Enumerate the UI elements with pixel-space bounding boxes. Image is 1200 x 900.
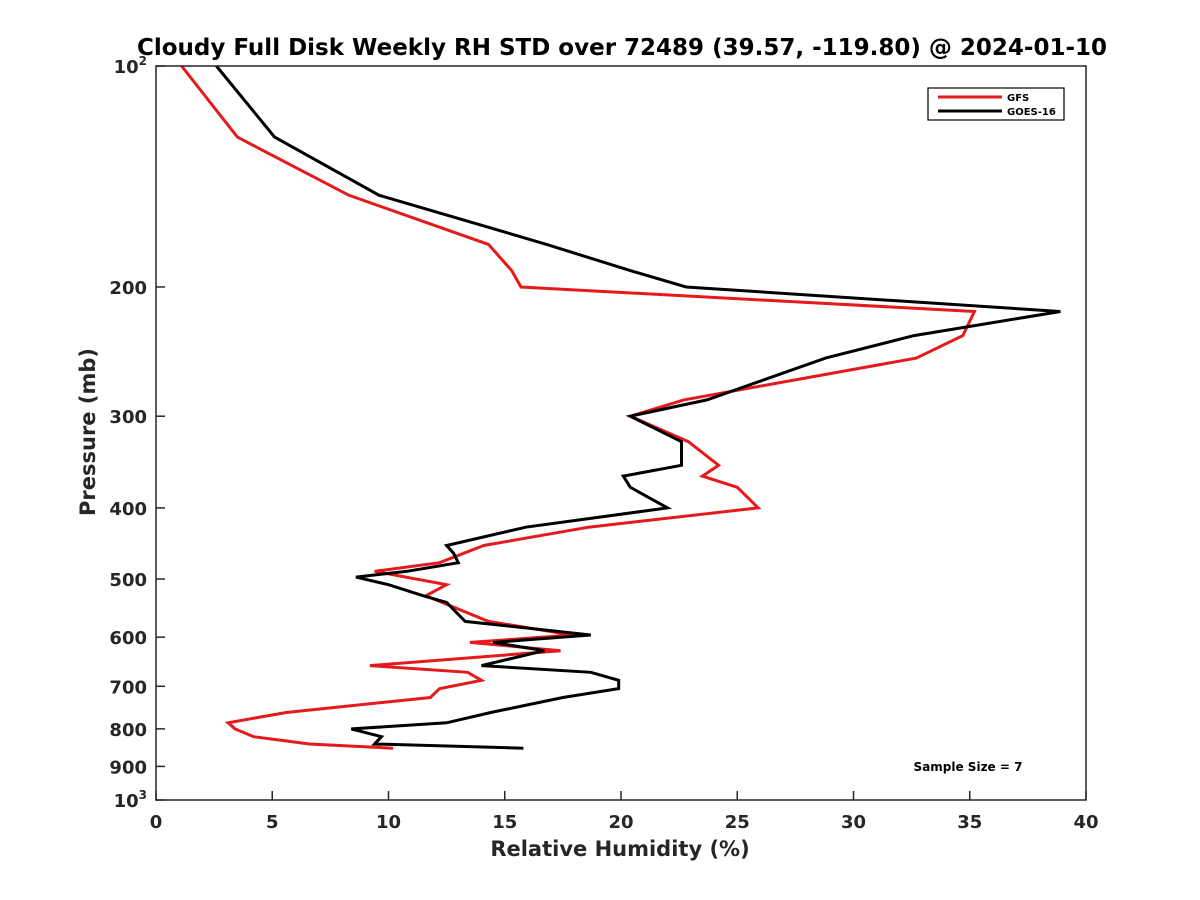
legend: GFS GOES-16	[927, 87, 1065, 121]
y-tick-label: 500	[109, 570, 147, 591]
y-tick-label: 800	[109, 720, 147, 741]
x-axis-label: Relative Humidity (%)	[490, 837, 749, 861]
y-tick-label: 103	[114, 788, 147, 812]
y-tick-label: 900	[109, 757, 147, 778]
y-tick-label: 600	[109, 628, 147, 649]
y-tick-label: 200	[109, 278, 147, 299]
x-tick-label: 10	[376, 812, 401, 833]
y-axis-ticks: 102 200 300 400 500 600 700 800 900 103	[109, 54, 165, 812]
x-tick-label: 0	[150, 812, 163, 833]
chart-title: Cloudy Full Disk Weekly RH STD over 7248…	[137, 35, 1107, 61]
series-layer	[180, 65, 1061, 750]
legend-label: GOES-16	[1007, 107, 1056, 118]
series-line-gfs	[180, 65, 977, 750]
axes-frame	[155, 65, 1087, 801]
x-tick-label: 15	[492, 812, 517, 833]
x-tick-label: 35	[957, 812, 982, 833]
series-line-goes-16	[215, 65, 1061, 750]
x-tick-label: 30	[841, 812, 866, 833]
y-tick-label: 400	[109, 499, 147, 520]
sample-size-annotation: Sample Size = 7	[914, 760, 1023, 774]
x-axis-ticks: 0 5 10 15 20 25 30 35 40	[150, 791, 1099, 833]
legend-label: GFS	[1007, 93, 1029, 104]
y-tick-label: 300	[109, 407, 147, 428]
legend-box	[927, 87, 1065, 121]
x-tick-label: 25	[725, 812, 750, 833]
y-tick-label: 700	[109, 677, 147, 698]
x-tick-label: 40	[1073, 812, 1098, 833]
plot-area	[155, 65, 1087, 801]
x-tick-label: 5	[266, 812, 279, 833]
y-axis-label: Pressure (mb)	[76, 348, 100, 516]
y-tick-label: 102	[114, 54, 147, 78]
x-tick-label: 20	[608, 812, 633, 833]
